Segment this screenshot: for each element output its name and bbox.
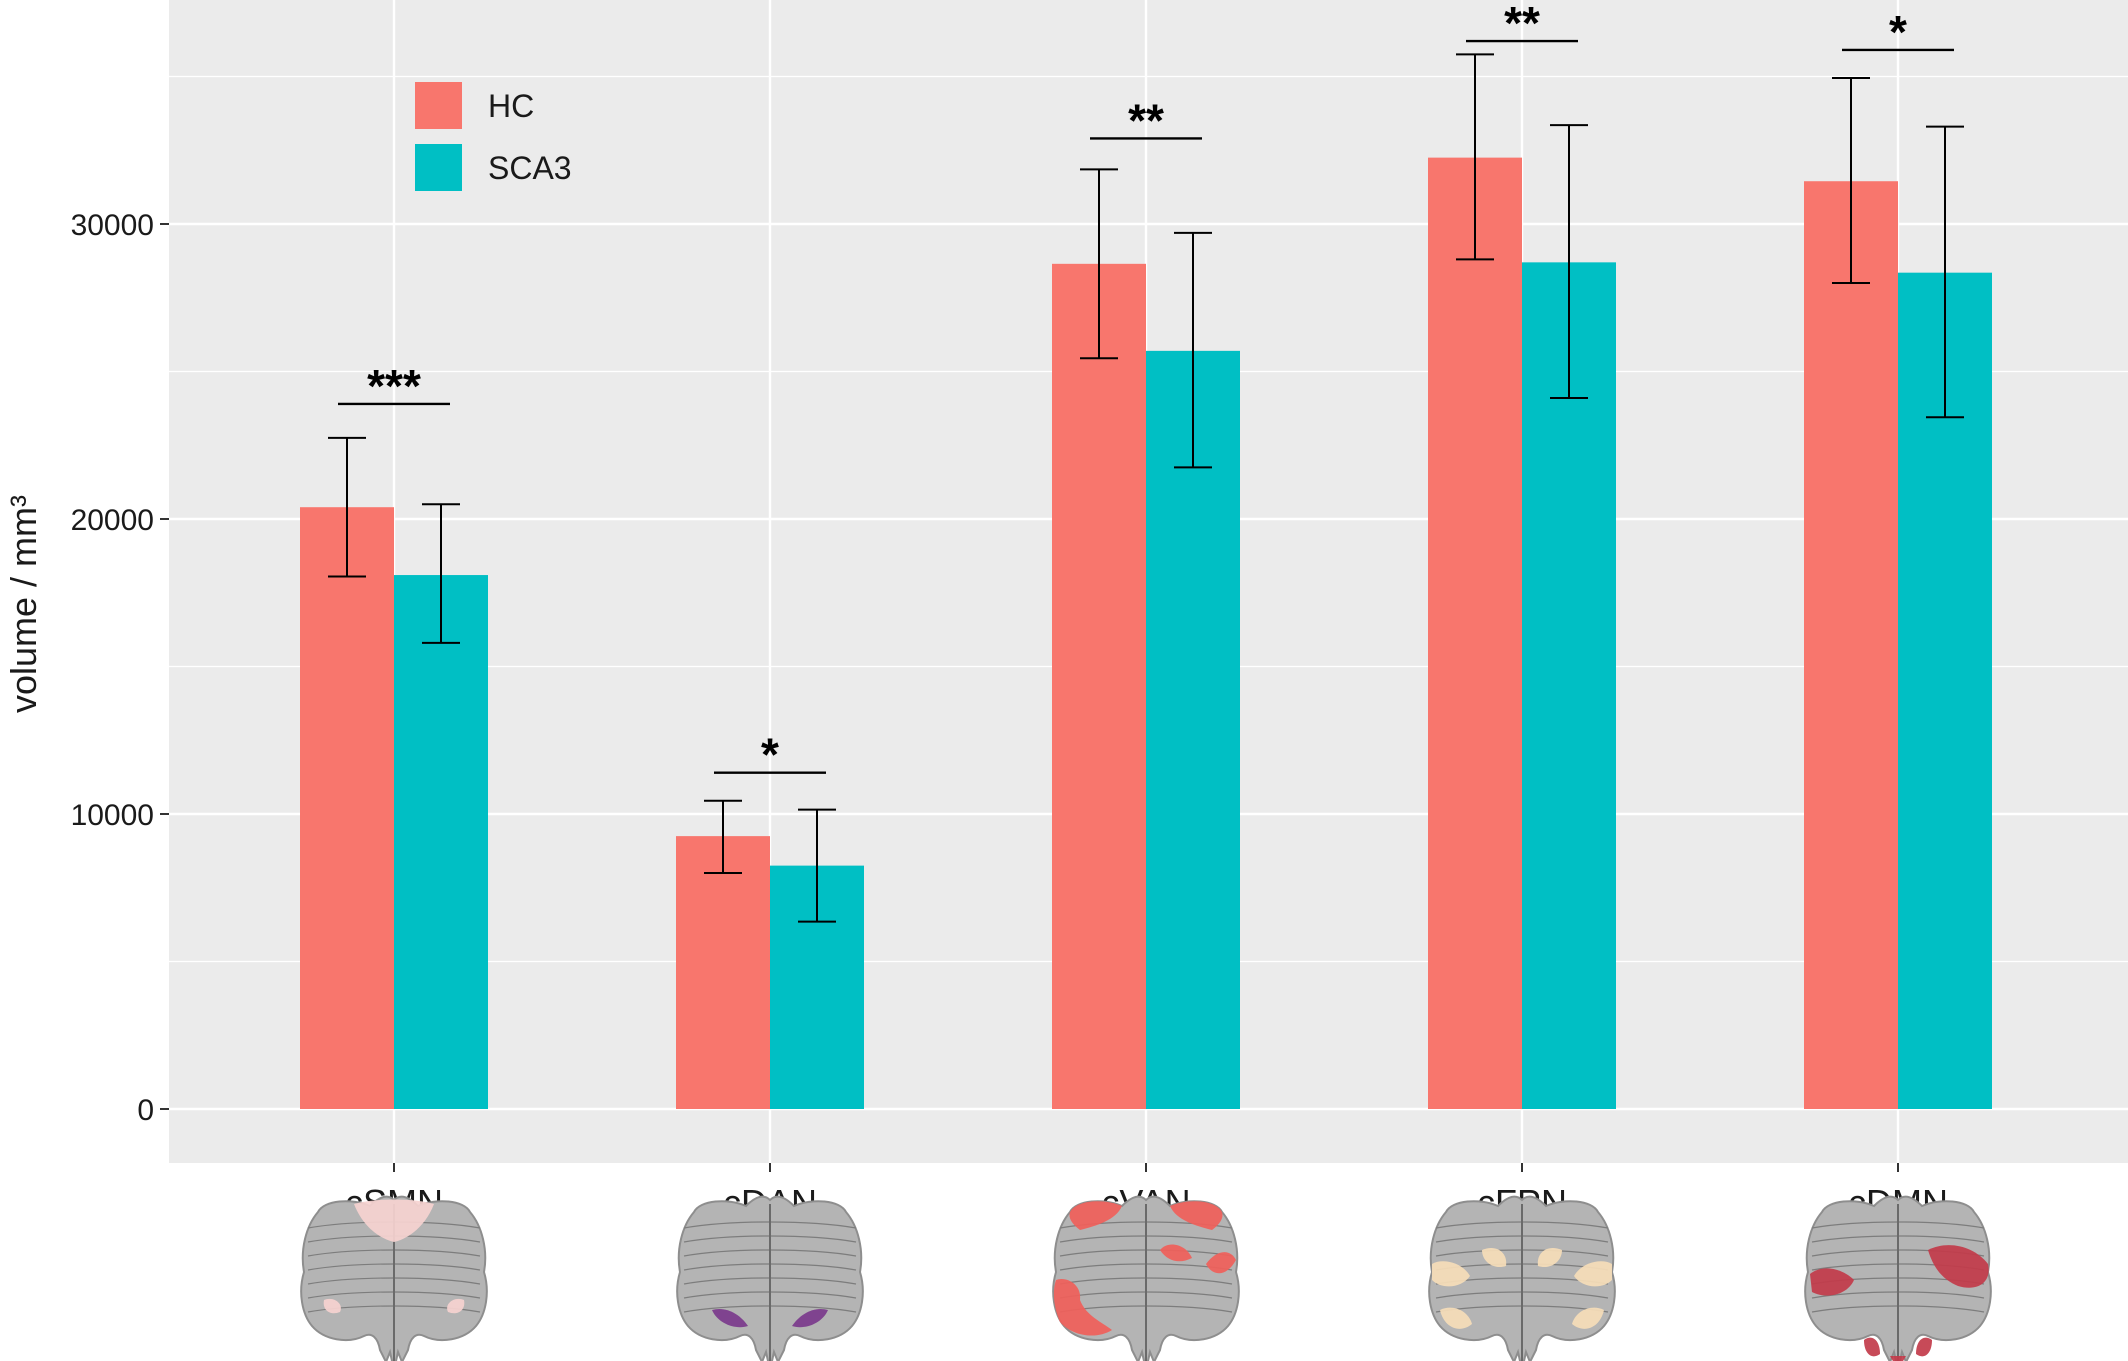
y-tick-label: 30000 xyxy=(71,209,154,242)
cerebellum-map-icon xyxy=(1052,1195,1240,1361)
highlight-region xyxy=(1537,1247,1562,1268)
significance-label: * xyxy=(761,729,779,781)
highlight-region xyxy=(1890,1356,1906,1361)
bar-hc-csmn xyxy=(300,507,394,1109)
error-bar xyxy=(328,436,366,578)
significance-label: ** xyxy=(1504,0,1540,49)
y-axis-title: volume / mm³ xyxy=(3,495,44,713)
bar-sca3-csmn xyxy=(394,575,488,1109)
bar-sca3-cfpn xyxy=(1522,262,1616,1110)
error-bars xyxy=(328,53,1964,923)
legend-swatch-hc xyxy=(415,82,462,129)
error-bar xyxy=(422,503,460,644)
bar-hc-cdan xyxy=(676,836,770,1109)
highlight-region xyxy=(1572,1307,1604,1329)
significance-markers: ******** * xyxy=(338,0,1954,781)
highlight-region xyxy=(1916,1337,1932,1357)
bar-sca3-cvan xyxy=(1146,350,1240,1110)
highlight-region xyxy=(1160,1244,1192,1262)
highlight-region xyxy=(712,1308,748,1328)
error-bar xyxy=(1832,76,1870,284)
cerebellum-map-icon xyxy=(676,1195,864,1361)
highlight-region xyxy=(447,1298,465,1314)
significance-label: ** xyxy=(1128,94,1164,146)
highlight-region xyxy=(1069,1201,1122,1230)
category-images xyxy=(300,1195,1992,1361)
highlight-region xyxy=(792,1308,828,1328)
bar-hc-cfpn xyxy=(1428,157,1522,1109)
legend-swatch-sca3 xyxy=(415,144,462,191)
significance-label: *** xyxy=(367,360,421,412)
highlight-region xyxy=(1053,1278,1112,1336)
highlight-region xyxy=(1928,1245,1989,1288)
cerebellum-map-icon xyxy=(1428,1195,1616,1361)
bar-hc-cdmn xyxy=(1804,181,1898,1110)
highlight-region xyxy=(1864,1337,1880,1357)
highlight-region xyxy=(1574,1261,1612,1287)
y-tick-label: 10000 xyxy=(71,799,154,832)
legend: HC SCA3 xyxy=(415,82,572,191)
highlight-region xyxy=(1206,1252,1236,1274)
highlight-region xyxy=(1810,1268,1854,1296)
cerebellum-map-icon xyxy=(300,1195,488,1361)
highlight-region xyxy=(1482,1247,1507,1268)
highlight-region xyxy=(1170,1201,1223,1230)
y-tick-label: 20000 xyxy=(71,504,154,537)
error-bar xyxy=(1926,125,1964,419)
highlight-region xyxy=(1432,1261,1470,1287)
significance-label: * xyxy=(1889,6,1907,58)
error-bar xyxy=(704,799,742,874)
error-bar xyxy=(1174,231,1212,469)
bar-hc-cvan xyxy=(1052,263,1146,1109)
error-bar xyxy=(1550,124,1588,400)
error-bar xyxy=(1080,168,1118,360)
legend-label: HC xyxy=(488,88,534,124)
legend-label: SCA3 xyxy=(488,150,572,186)
y-axis: 0 10000 20000 30000 xyxy=(71,209,169,1127)
highlight-region xyxy=(323,1298,341,1314)
cerebellum-map-icon xyxy=(1804,1195,1992,1361)
error-bar xyxy=(1456,53,1494,261)
bars xyxy=(300,157,1992,1110)
highlight-region xyxy=(1440,1307,1472,1329)
y-tick-label: 0 xyxy=(137,1094,154,1127)
highlight-region xyxy=(354,1199,434,1242)
error-bar xyxy=(798,808,836,923)
